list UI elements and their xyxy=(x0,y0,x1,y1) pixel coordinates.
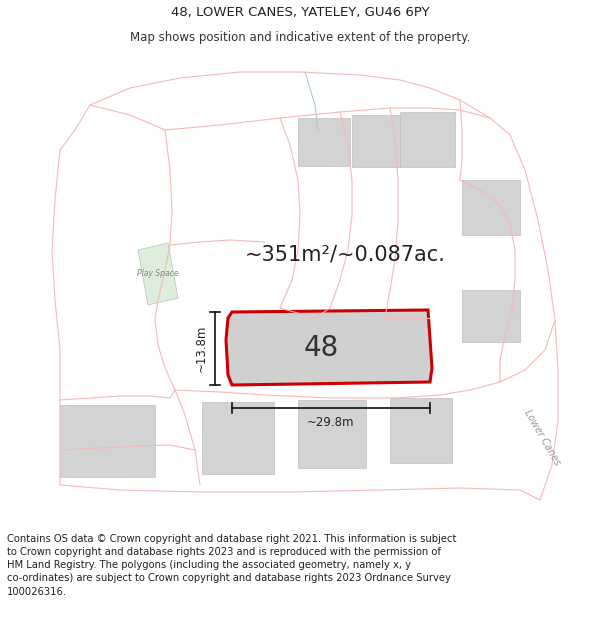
Text: Contains OS data © Crown copyright and database right 2021. This information is : Contains OS data © Crown copyright and d… xyxy=(7,534,457,597)
Bar xyxy=(298,118,350,166)
Polygon shape xyxy=(226,310,432,385)
Bar xyxy=(352,115,400,167)
Bar xyxy=(390,398,452,463)
Bar xyxy=(462,180,520,235)
Text: ~29.8m: ~29.8m xyxy=(307,416,355,429)
Polygon shape xyxy=(138,243,178,305)
Text: Lower Canes: Lower Canes xyxy=(522,408,562,468)
Text: Play Space: Play Space xyxy=(137,269,179,279)
Text: 48: 48 xyxy=(304,334,338,362)
Text: Map shows position and indicative extent of the property.: Map shows position and indicative extent… xyxy=(130,31,470,44)
Bar xyxy=(400,112,455,167)
Bar xyxy=(462,290,520,342)
Text: 48, LOWER CANES, YATELEY, GU46 6PY: 48, LOWER CANES, YATELEY, GU46 6PY xyxy=(170,6,430,19)
Text: ~13.8m: ~13.8m xyxy=(195,325,208,372)
Bar xyxy=(202,402,274,474)
Text: ~351m²/~0.087ac.: ~351m²/~0.087ac. xyxy=(245,245,446,265)
Bar xyxy=(298,400,366,468)
Bar xyxy=(60,405,155,477)
